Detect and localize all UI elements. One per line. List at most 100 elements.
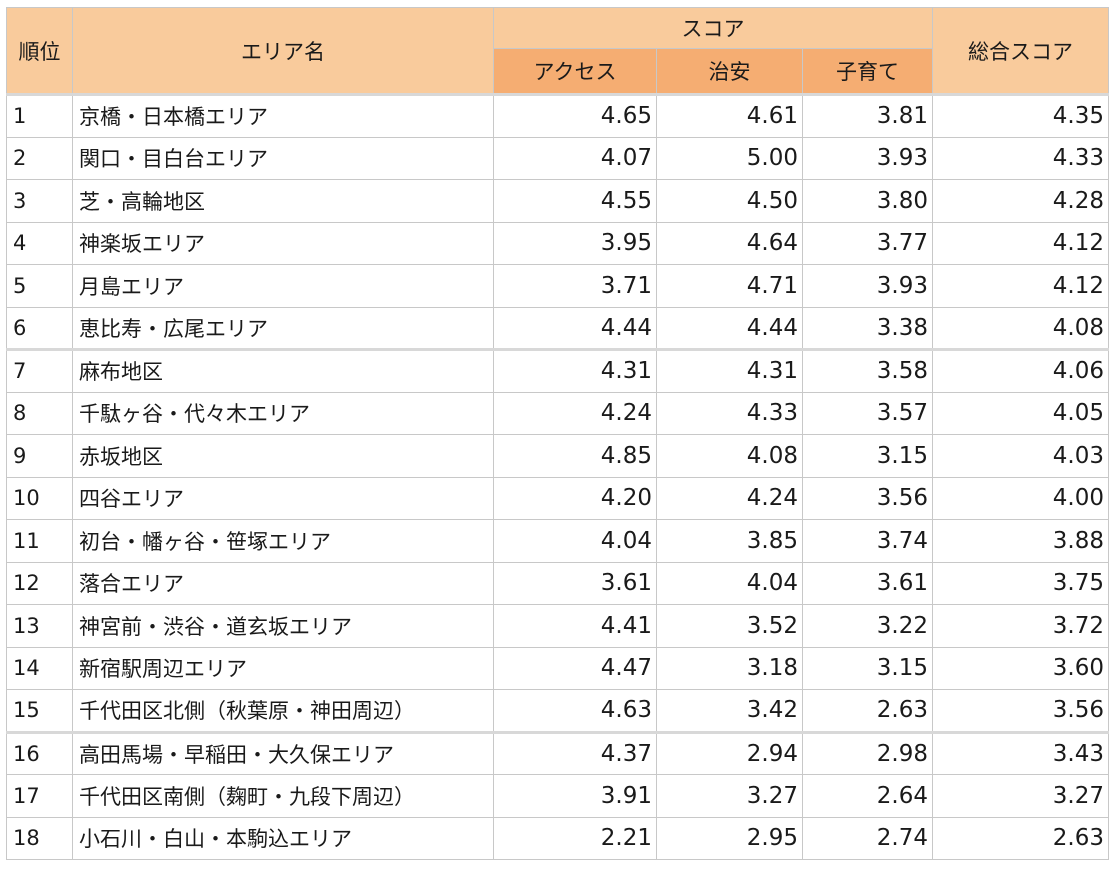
cell-total: 3.43: [932, 730, 1109, 775]
cell-access: 4.55: [493, 179, 657, 223]
cell-rank: 3: [6, 179, 73, 223]
cell-childcare: 3.22: [802, 604, 933, 648]
cell-rank: 1: [6, 93, 73, 138]
cell-childcare: 3.77: [802, 221, 933, 265]
cell-safety: 4.33: [656, 391, 803, 435]
cell-area: 千代田区北側（秋葉原・神田周辺）: [72, 689, 494, 733]
cell-rank: 14: [6, 646, 73, 690]
table-row: 1 京橋・日本橋エリア 4.65 4.61 3.81 4.35: [6, 93, 1109, 138]
header-total: 総合スコア: [932, 7, 1109, 95]
cell-total: 3.60: [932, 646, 1109, 690]
cell-access: 4.20: [493, 476, 657, 520]
header-access: アクセス: [493, 48, 657, 95]
cell-area: 神宮前・渋谷・道玄坂エリア: [72, 604, 494, 648]
table-row: 15 千代田区北側（秋葉原・神田周辺） 4.63 3.42 2.63 3.56: [6, 689, 1109, 733]
cell-childcare: 2.98: [802, 730, 933, 775]
cell-safety: 4.44: [656, 306, 803, 350]
cell-total: 4.33: [932, 136, 1109, 180]
cell-childcare: 3.93: [802, 136, 933, 180]
header-rank: 順位: [6, 7, 73, 95]
table-row: 13 神宮前・渋谷・道玄坂エリア 4.41 3.52 3.22 3.72: [6, 604, 1109, 648]
cell-area: 高田馬場・早稲田・大久保エリア: [72, 730, 494, 775]
table-row: 12 落合エリア 3.61 4.04 3.61 3.75: [6, 561, 1109, 605]
cell-area: 初台・幡ヶ谷・笹塚エリア: [72, 519, 494, 563]
cell-rank: 8: [6, 391, 73, 435]
cell-childcare: 3.74: [802, 519, 933, 563]
cell-rank: 12: [6, 561, 73, 605]
cell-safety: 4.31: [656, 348, 803, 393]
cell-childcare: 3.80: [802, 179, 933, 223]
cell-access: 4.37: [493, 730, 657, 775]
cell-rank: 18: [6, 816, 73, 860]
cell-access: 4.63: [493, 689, 657, 733]
cell-total: 3.56: [932, 689, 1109, 733]
cell-total: 4.12: [932, 264, 1109, 308]
cell-safety: 5.00: [656, 136, 803, 180]
table-row: 11 初台・幡ヶ谷・笹塚エリア 4.04 3.85 3.74 3.88: [6, 519, 1109, 563]
cell-area: 月島エリア: [72, 264, 494, 308]
header-childcare: 子育て: [802, 48, 933, 95]
cell-childcare: 3.81: [802, 93, 933, 138]
cell-rank: 17: [6, 774, 73, 818]
cell-safety: 3.18: [656, 646, 803, 690]
cell-total: 3.27: [932, 774, 1109, 818]
header-score-group: スコア: [493, 7, 933, 49]
table-row: 2 関口・目白台エリア 4.07 5.00 3.93 4.33: [6, 136, 1109, 180]
cell-rank: 16: [6, 730, 73, 775]
cell-rank: 15: [6, 689, 73, 733]
cell-childcare: 2.63: [802, 689, 933, 733]
cell-area: 関口・目白台エリア: [72, 136, 494, 180]
table-row: 9 赤坂地区 4.85 4.08 3.15 4.03: [6, 434, 1109, 478]
cell-access: 4.31: [493, 348, 657, 393]
cell-childcare: 3.61: [802, 561, 933, 605]
cell-childcare: 3.58: [802, 348, 933, 393]
cell-rank: 5: [6, 264, 73, 308]
table-row: 16 高田馬場・早稲田・大久保エリア 4.37 2.94 2.98 3.43: [6, 730, 1109, 775]
cell-safety: 4.64: [656, 221, 803, 265]
cell-safety: 2.95: [656, 816, 803, 860]
table-row: 4 神楽坂エリア 3.95 4.64 3.77 4.12: [6, 221, 1109, 265]
table-row: 6 恵比寿・広尾エリア 4.44 4.44 3.38 4.08: [6, 306, 1109, 350]
cell-safety: 4.71: [656, 264, 803, 308]
cell-area: 芝・高輪地区: [72, 179, 494, 223]
cell-safety: 4.04: [656, 561, 803, 605]
cell-total: 4.28: [932, 179, 1109, 223]
cell-access: 3.61: [493, 561, 657, 605]
cell-area: 京橋・日本橋エリア: [72, 93, 494, 138]
table-row: 5 月島エリア 3.71 4.71 3.93 4.12: [6, 264, 1109, 308]
table-row: 8 千駄ヶ谷・代々木エリア 4.24 4.33 3.57 4.05: [6, 391, 1109, 435]
header-safety: 治安: [656, 48, 803, 95]
cell-access: 4.24: [493, 391, 657, 435]
header-area: エリア名: [72, 7, 494, 95]
cell-area: 神楽坂エリア: [72, 221, 494, 265]
cell-childcare: 2.64: [802, 774, 933, 818]
cell-rank: 7: [6, 348, 73, 393]
cell-access: 2.21: [493, 816, 657, 860]
cell-rank: 9: [6, 434, 73, 478]
cell-childcare: 3.93: [802, 264, 933, 308]
cell-area: 新宿駅周辺エリア: [72, 646, 494, 690]
cell-area: 落合エリア: [72, 561, 494, 605]
table-row: 14 新宿駅周辺エリア 4.47 3.18 3.15 3.60: [6, 646, 1109, 690]
cell-childcare: 3.57: [802, 391, 933, 435]
cell-rank: 2: [6, 136, 73, 180]
cell-safety: 4.24: [656, 476, 803, 520]
cell-safety: 3.85: [656, 519, 803, 563]
cell-childcare: 2.74: [802, 816, 933, 860]
cell-safety: 4.61: [656, 93, 803, 138]
cell-total: 4.03: [932, 434, 1109, 478]
cell-total: 3.72: [932, 604, 1109, 648]
cell-safety: 4.50: [656, 179, 803, 223]
cell-rank: 13: [6, 604, 73, 648]
cell-childcare: 3.15: [802, 434, 933, 478]
cell-total: 4.00: [932, 476, 1109, 520]
cell-safety: 3.52: [656, 604, 803, 648]
cell-total: 4.35: [932, 93, 1109, 138]
cell-childcare: 3.15: [802, 646, 933, 690]
table-row: 7 麻布地区 4.31 4.31 3.58 4.06: [6, 348, 1109, 393]
cell-total: 4.05: [932, 391, 1109, 435]
cell-rank: 10: [6, 476, 73, 520]
cell-safety: 3.42: [656, 689, 803, 733]
table-row: 10 四谷エリア 4.20 4.24 3.56 4.00: [6, 476, 1109, 520]
cell-area: 四谷エリア: [72, 476, 494, 520]
